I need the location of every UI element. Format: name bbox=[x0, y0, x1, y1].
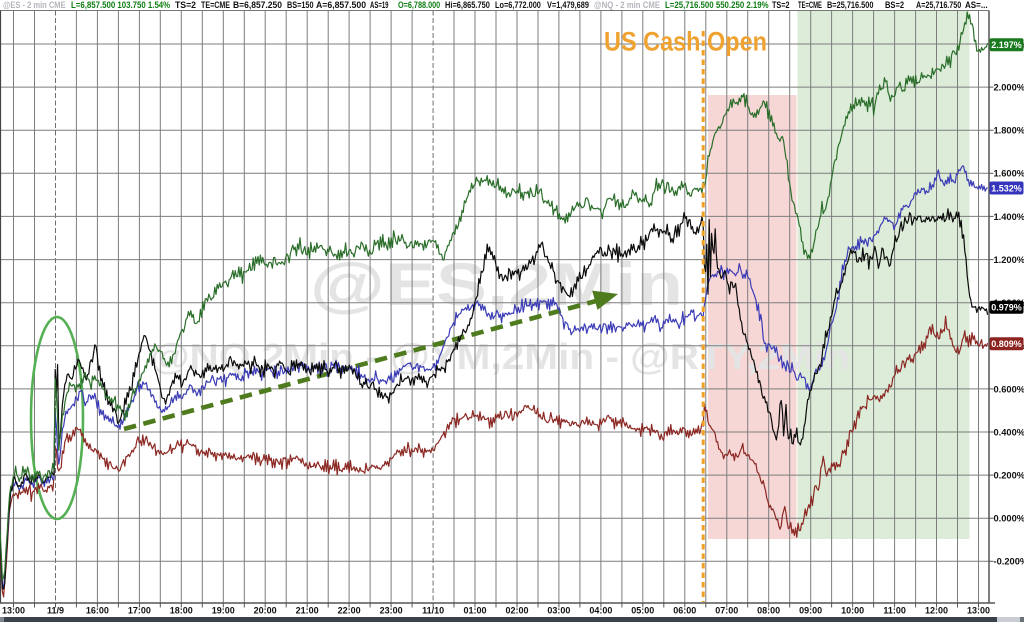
svg-text:17:00: 17:00 bbox=[128, 606, 151, 616]
svg-text:0.809%: 0.809% bbox=[991, 339, 1022, 349]
svg-text:12:00: 12:00 bbox=[925, 606, 948, 616]
svg-text:16:00: 16:00 bbox=[86, 606, 109, 616]
svg-text:21:00: 21:00 bbox=[296, 606, 319, 616]
svg-text:2.197%: 2.197% bbox=[991, 40, 1022, 50]
svg-text:09:00: 09:00 bbox=[799, 606, 822, 616]
svg-text:1.600%: 1.600% bbox=[994, 169, 1024, 179]
svg-text:11/9: 11/9 bbox=[47, 606, 64, 616]
svg-text:1.200%: 1.200% bbox=[994, 255, 1024, 265]
svg-text:05:00: 05:00 bbox=[631, 606, 654, 616]
svg-text:0.600%: 0.600% bbox=[994, 384, 1024, 394]
svg-text:11/10: 11/10 bbox=[422, 606, 444, 616]
svg-text:0.400%: 0.400% bbox=[994, 427, 1024, 437]
svg-text:11:00: 11:00 bbox=[883, 606, 906, 616]
svg-text:0.200%: 0.200% bbox=[994, 471, 1024, 481]
svg-text:22:00: 22:00 bbox=[338, 606, 361, 616]
svg-text:20:00: 20:00 bbox=[254, 606, 277, 616]
svg-text:18:00: 18:00 bbox=[170, 606, 193, 616]
svg-text:1.400%: 1.400% bbox=[994, 212, 1024, 222]
svg-text:1.800%: 1.800% bbox=[994, 126, 1024, 136]
svg-text:10:00: 10:00 bbox=[841, 606, 864, 616]
svg-text:-0.200%: -0.200% bbox=[994, 557, 1024, 567]
svg-text:1.532%: 1.532% bbox=[991, 183, 1022, 193]
svg-text:04:00: 04:00 bbox=[589, 606, 612, 616]
svg-text:19:00: 19:00 bbox=[212, 606, 235, 616]
svg-text:08:00: 08:00 bbox=[757, 606, 780, 616]
svg-text:03:00: 03:00 bbox=[547, 606, 570, 616]
svg-text:0.000%: 0.000% bbox=[994, 514, 1024, 524]
svg-text:06:00: 06:00 bbox=[673, 606, 696, 616]
svg-text:02:00: 02:00 bbox=[505, 606, 528, 616]
svg-text:07:00: 07:00 bbox=[715, 606, 738, 616]
svg-text:23:00: 23:00 bbox=[380, 606, 403, 616]
svg-text:01:00: 01:00 bbox=[463, 606, 486, 616]
svg-text:US Cash Open: US Cash Open bbox=[604, 27, 767, 57]
svg-text:0.979%: 0.979% bbox=[991, 303, 1022, 313]
svg-text:13:00: 13:00 bbox=[967, 606, 990, 616]
svg-text:2.000%: 2.000% bbox=[994, 83, 1024, 93]
svg-text:13:00: 13:00 bbox=[2, 606, 25, 616]
